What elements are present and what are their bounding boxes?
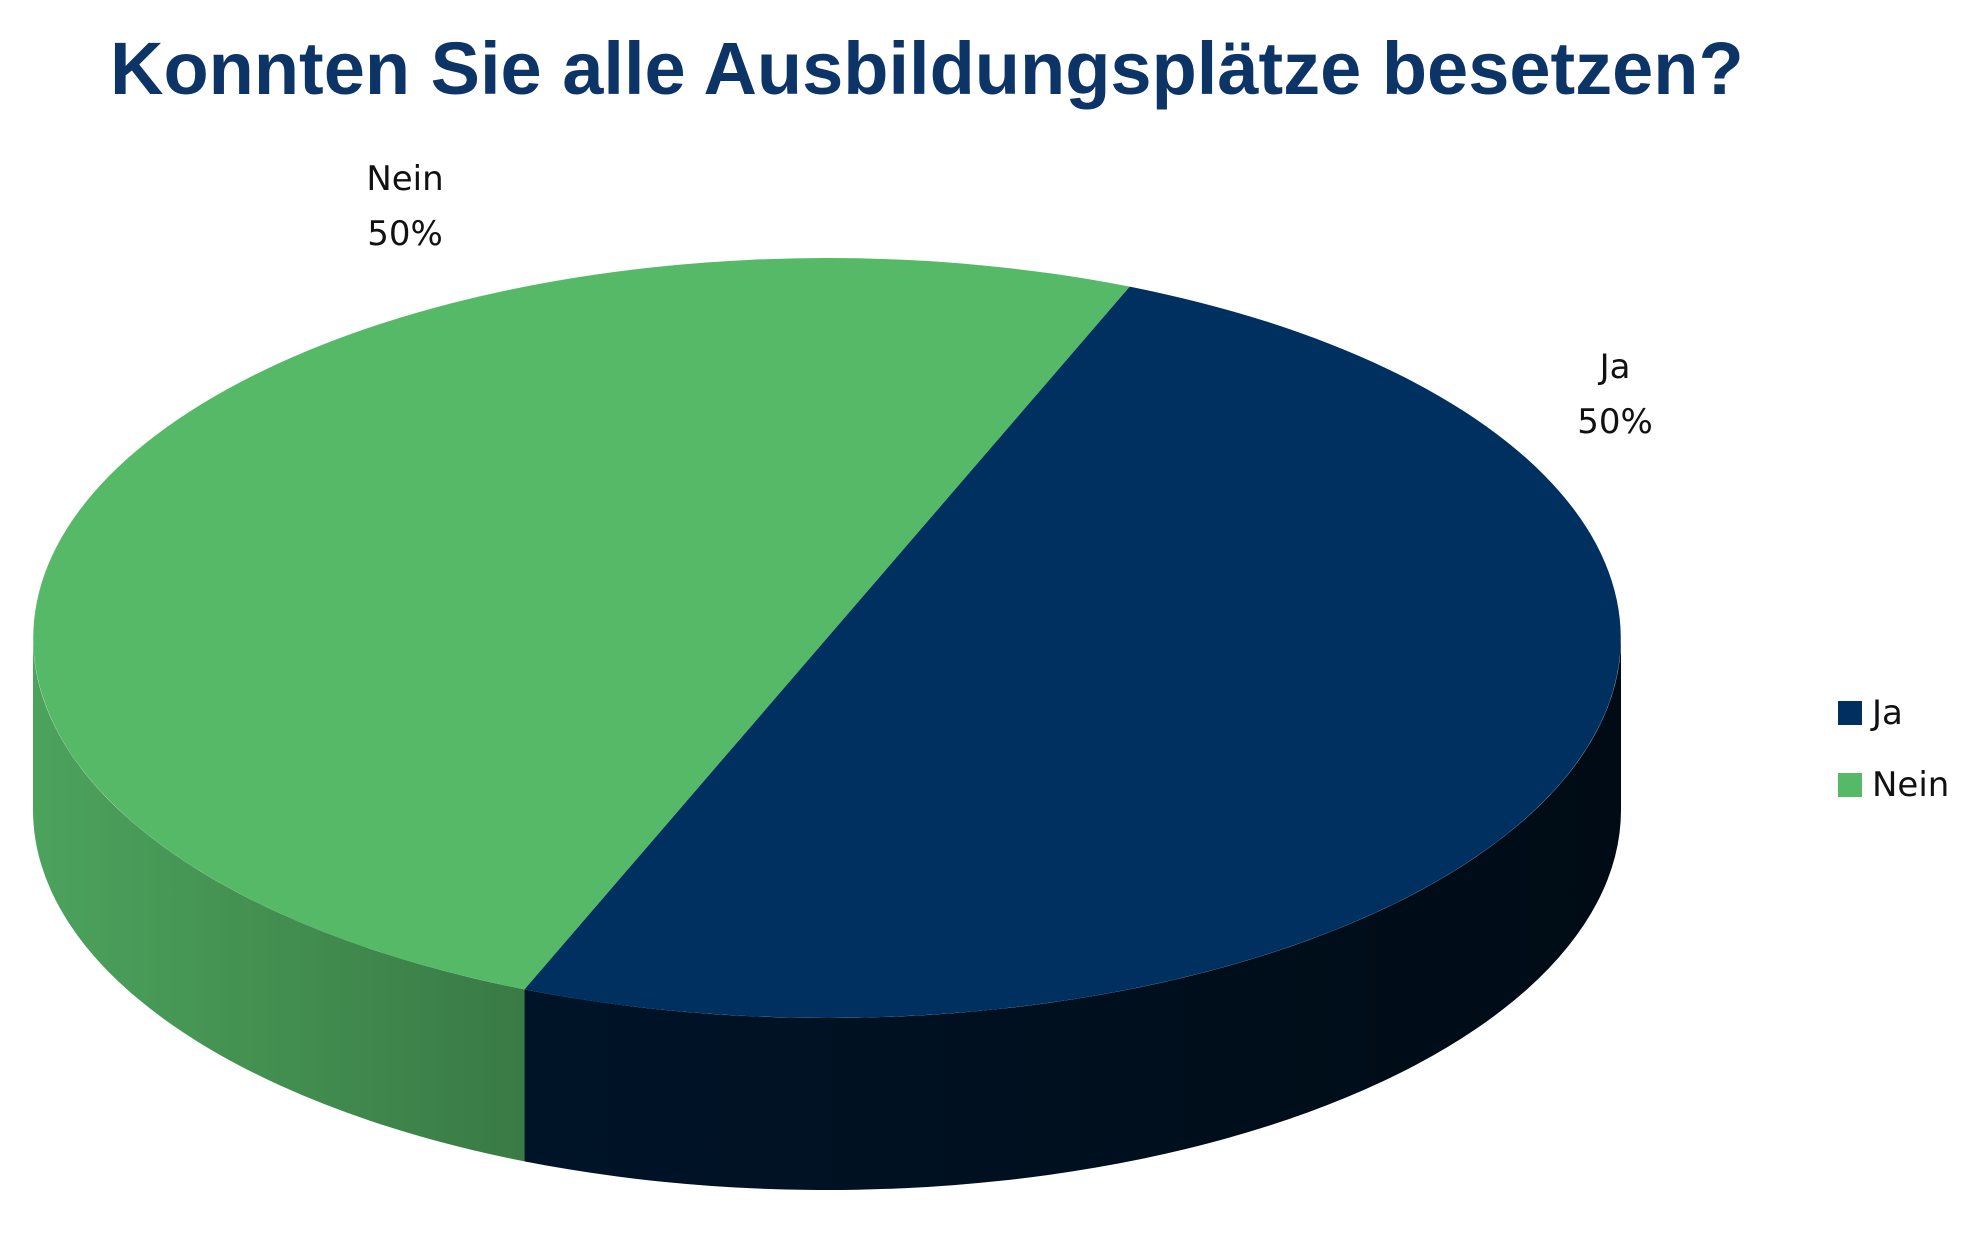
legend-swatch-nein — [1838, 773, 1862, 797]
legend-label-nein: Nein — [1872, 765, 1950, 805]
pie-slice-ja — [524, 286, 1621, 1018]
data-label-name-nein: Nein — [366, 159, 443, 199]
legend-swatch-ja — [1838, 701, 1862, 725]
pie-side-nein — [33, 638, 525, 1162]
legend-label-ja: Ja — [1872, 693, 1903, 733]
data-label-percent-nein: 50% — [367, 214, 443, 254]
legend: Ja Nein — [1838, 690, 1949, 834]
pie-side-ja — [524, 638, 1621, 1190]
data-label-percent-ja: 50% — [1577, 402, 1653, 442]
data-label-name-ja: Ja — [1598, 347, 1631, 387]
chart-title: Konnten Sie alle Ausbildungsplätze beset… — [110, 27, 1744, 110]
pie-data-labels: Ja 50% Nein 50% — [366, 159, 1652, 442]
legend-item-ja: Ja — [1838, 690, 1949, 736]
pie-slices — [33, 258, 1621, 1018]
pie-side-walls — [33, 638, 1621, 1190]
legend-item-nein: Nein — [1838, 762, 1949, 808]
pie-slice-nein — [33, 258, 1130, 990]
